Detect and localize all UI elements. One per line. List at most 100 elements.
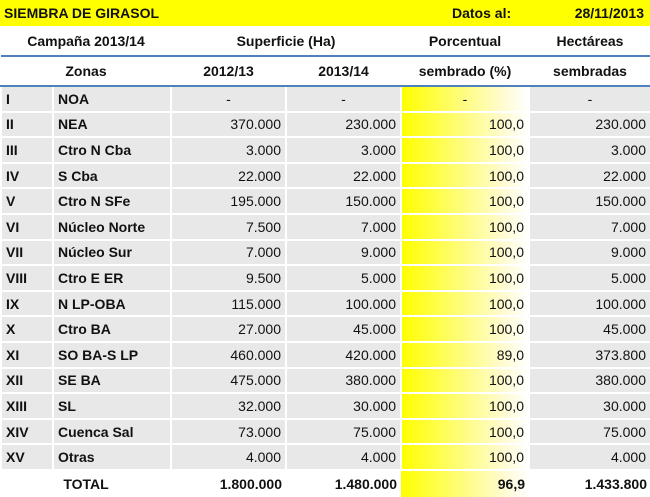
- column-header: 2013/14: [286, 56, 401, 87]
- cell: 230.000: [285, 110, 402, 139]
- cell: VII: [0, 238, 54, 267]
- cell: 30.000: [285, 392, 402, 420]
- cell: 5.000: [528, 264, 650, 292]
- total-cell: 1.480.000: [286, 469, 401, 497]
- cell: 380.000: [528, 366, 650, 395]
- cell: 45.000: [528, 315, 650, 343]
- cell: 460.000: [170, 340, 287, 369]
- cell: 195.000: [170, 187, 287, 215]
- cell: 4.000: [285, 443, 402, 471]
- cell: -: [170, 85, 287, 113]
- date: 28/11/2013: [574, 5, 644, 21]
- cell: 420.000: [285, 340, 402, 369]
- cell: Ctro N Cba: [52, 136, 172, 164]
- cell: XII: [0, 366, 54, 395]
- data-row: XI SO BA-S LP 460.000 420.000 89,0 373.800: [0, 340, 650, 369]
- cell: 100.000: [528, 289, 650, 318]
- cell: 4.000: [528, 443, 650, 471]
- data-row: XIII SL 32.000 30.000 100,0 30.000: [0, 392, 650, 420]
- data-row: XIV Cuenca Sal 73.000 75.000 100,0 75.000: [0, 417, 650, 446]
- total-row: TOTAL 1.800.000 1.480.000 96,9 1.433.800: [1, 469, 650, 497]
- cell: 22.000: [170, 161, 287, 190]
- cell: X: [0, 315, 54, 343]
- column-header: sembradas: [529, 56, 650, 87]
- cell: 73.000: [170, 417, 287, 446]
- cell: 100,0: [400, 136, 530, 164]
- cell: 27.000: [170, 315, 287, 343]
- column-header-row: Zonas 2012/13 2013/14 sembrado (%) sembradas: [1, 56, 650, 87]
- cell: 100,0: [400, 392, 530, 420]
- cell: -: [285, 85, 402, 113]
- data-row: II NEA 370.000 230.000 100,0 230.000: [0, 110, 650, 139]
- cell: Cuenca Sal: [52, 417, 172, 446]
- cell: V: [0, 187, 54, 215]
- cell: -: [400, 85, 530, 113]
- total-cell: 1.433.800: [529, 469, 650, 497]
- cell: Otras: [52, 443, 172, 471]
- data-row: X Ctro BA 27.000 45.000 100,0 45.000: [0, 315, 650, 343]
- cell: 100,0: [400, 443, 530, 471]
- table: Campaña 2013/14 Superficie (Ha) Porcentual…: [0, 26, 650, 497]
- cell: 89,0: [400, 340, 530, 369]
- data-row: VII Núcleo Sur 7.000 9.000 100,0 9.000: [0, 238, 650, 267]
- data-row: III Ctro N Cba 3.000 3.000 100,0 3.000: [0, 136, 650, 164]
- group-header: Superficie (Ha): [171, 26, 401, 57]
- cell: SO BA-S LP: [52, 340, 172, 369]
- cell: S Cba: [52, 161, 172, 190]
- cell: VI: [0, 212, 54, 241]
- cell: 22.000: [528, 161, 650, 190]
- cell: VIII: [0, 264, 54, 292]
- cell: 9.000: [285, 238, 402, 267]
- cell: 100,0: [400, 212, 530, 241]
- cell: XIII: [0, 392, 54, 420]
- cell: Ctro N SFe: [52, 187, 172, 215]
- cell: 9.500: [170, 264, 287, 292]
- group-header-row: Campaña 2013/14 Superficie (Ha) Porcentual…: [1, 26, 650, 57]
- cell: 7.000: [285, 212, 402, 241]
- cell: 75.000: [285, 417, 402, 446]
- cell: 100,0: [400, 161, 530, 190]
- cell: II: [0, 110, 54, 139]
- data-row: I NOA - - - -: [0, 85, 650, 113]
- cell: 5.000: [285, 264, 402, 292]
- cell: 3.000: [528, 136, 650, 164]
- cell: SL: [52, 392, 172, 420]
- cell: IV: [0, 161, 54, 190]
- cell: 32.000: [170, 392, 287, 420]
- cell: 7.000: [170, 238, 287, 267]
- total-cell: 1.800.000: [171, 469, 286, 497]
- cell: Ctro E ER: [52, 264, 172, 292]
- cell: Núcleo Sur: [52, 238, 172, 267]
- cell: I: [0, 85, 54, 113]
- cell: 100,0: [400, 417, 530, 446]
- cell: 100,0: [400, 315, 530, 343]
- title-bar: SIEMBRA DE GIRASOL Datos al: 28/11/2013: [0, 0, 650, 26]
- column-header: Zonas: [1, 56, 171, 87]
- group-header: Campaña 2013/14: [1, 26, 171, 57]
- cell: 230.000: [528, 110, 650, 139]
- cell: 30.000: [528, 392, 650, 420]
- cell: 373.800: [528, 340, 650, 369]
- cell: 100,0: [400, 289, 530, 318]
- total-label: TOTAL: [1, 469, 171, 497]
- cell: III: [0, 136, 54, 164]
- cell: 100,0: [400, 238, 530, 267]
- group-header: Hectáreas: [529, 26, 650, 57]
- cell: XV: [0, 443, 54, 471]
- column-header: 2012/13: [171, 56, 286, 87]
- group-header: Porcentual: [401, 26, 529, 57]
- cell: 75.000: [528, 417, 650, 446]
- total-cell: 96,9: [401, 469, 529, 497]
- title: SIEMBRA DE GIRASOL: [4, 5, 160, 21]
- cell: 3.000: [170, 136, 287, 164]
- cell: 45.000: [285, 315, 402, 343]
- cell: NOA: [52, 85, 172, 113]
- data-row: IV S Cba 22.000 22.000 100,0 22.000: [0, 161, 650, 190]
- cell: N LP-OBA: [52, 289, 172, 318]
- cell: XIV: [0, 417, 54, 446]
- cell: 475.000: [170, 366, 287, 395]
- cell: SE BA: [52, 366, 172, 395]
- cell: 3.000: [285, 136, 402, 164]
- cell: 22.000: [285, 161, 402, 190]
- cell: 370.000: [170, 110, 287, 139]
